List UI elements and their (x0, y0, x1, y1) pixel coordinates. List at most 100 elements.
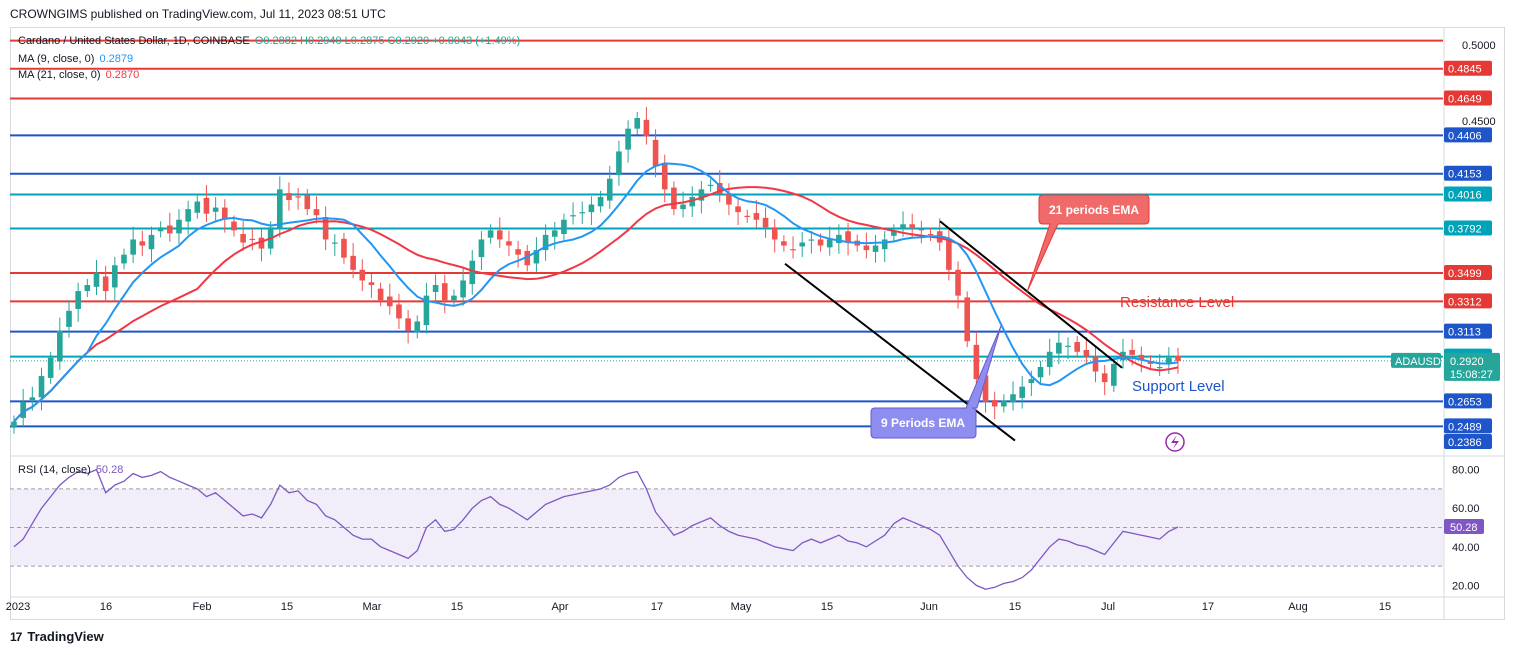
rsi-line (13, 468, 1179, 590)
level-label-9-bg (1444, 323, 1492, 339)
price-tag-2: 0.2386 (1448, 437, 1482, 449)
tradingview-logo-icon: 17 (10, 629, 22, 644)
time-axis-tick-1: 16 (100, 601, 112, 613)
rsi-axis-tick-2: 40.00 (1452, 542, 1480, 554)
candle-body-95 (881, 239, 888, 250)
candle-body-4 (47, 357, 54, 378)
candle-body-97 (900, 224, 906, 229)
ma9-label: MA (9, close, 0) (18, 53, 95, 65)
level-label-6-bg (1444, 220, 1492, 236)
level-label-12-bg (1444, 418, 1492, 434)
candle-body-106 (982, 375, 989, 402)
candle-body-5 (57, 330, 63, 362)
trendline-drawings: Resistance Level Support Level 21 periods … (784, 194, 1234, 452)
rsi-value-tag-bg (1444, 518, 1484, 534)
candle-body-52 (487, 230, 494, 238)
candle-body-69 (643, 119, 650, 137)
candle-body-50 (469, 260, 476, 285)
candle-body-64 (597, 196, 604, 207)
axes: 0.5000 0.4500 80.00 60.00 40.00 20.00 2023 16 Fe… (6, 28, 1505, 620)
ma21-line (13, 186, 1179, 423)
candle-body-34 (322, 217, 329, 240)
level-label-11: 0.2653 (1448, 396, 1482, 408)
candle-body-114 (1056, 342, 1062, 354)
time-axis-tick-8: May (731, 601, 752, 613)
level-label-7-bg (1444, 265, 1492, 281)
ema21-callout-text: 21 periods EMA (1049, 203, 1139, 217)
time-axis-tick-3: 15 (281, 601, 293, 613)
lightning-bolt-icon (1171, 435, 1179, 449)
candlesticks (11, 106, 1181, 434)
level-label-8: 0.3312 (1448, 296, 1482, 308)
time-axis-tick-13: 17 (1202, 601, 1214, 613)
level-label-5: 0.4016 (1448, 190, 1482, 202)
level-label-11-bg (1444, 393, 1492, 409)
candle-body-111 (1028, 379, 1035, 384)
candle-body-85 (790, 249, 796, 251)
time-axis-tick-14: Aug (1288, 601, 1308, 613)
candle-body-123 (1138, 354, 1145, 360)
candle-body-80 (744, 215, 751, 217)
time-axis-tick-15: 15 (1379, 601, 1391, 613)
candle-body-18 (176, 219, 182, 234)
candle-body-30 (286, 193, 292, 200)
time-axis-tick-10: Jun (920, 601, 938, 613)
time-axis-tick-6: Apr (551, 601, 568, 613)
candle-body-82 (762, 217, 769, 228)
candle-body-104 (964, 297, 970, 342)
candle-body-12 (121, 254, 127, 264)
level-label-3: 0.4406 (1448, 130, 1482, 142)
ema21-callout (1026, 194, 1150, 293)
candle-body-24 (231, 221, 237, 231)
candle-body-49 (460, 280, 466, 298)
candle-body-32 (304, 195, 311, 210)
candle-body-89 (826, 239, 833, 248)
candle-body-19 (185, 209, 191, 222)
candle-body-88 (817, 239, 824, 246)
candle-body-27 (258, 237, 265, 249)
candle-body-67 (625, 128, 631, 150)
symbol-title: Cardano / United States Dollar, 1D, COIN… (18, 35, 250, 47)
candle-body-120 (1111, 363, 1117, 386)
candle-body-116 (1074, 342, 1080, 352)
candle-body-93 (863, 245, 870, 251)
lightning-icon (1165, 432, 1185, 452)
ma21-legend: MA (21, close, 0) 0.2870 (18, 69, 139, 81)
candle-body-43 (405, 318, 411, 331)
tradingview-footer[interactable]: 17 TradingView (10, 629, 104, 644)
candle-body-86 (799, 242, 806, 247)
candle-body-115 (1065, 345, 1071, 347)
candle-body-103 (955, 269, 961, 296)
candle-body-21 (203, 197, 210, 214)
candle-body-40 (377, 288, 384, 301)
candle-body-6 (66, 310, 72, 327)
candle-body-35 (331, 242, 338, 244)
rsi-legend: RSI (14, close) 50.28 (18, 464, 123, 476)
price-axis-tick-0: 0.5000 (1462, 40, 1496, 52)
candle-body-127 (1175, 356, 1181, 361)
candle-body-16 (157, 227, 164, 232)
candle-body-38 (359, 269, 366, 281)
ohlc-values: O0.2882 H0.2940 L0.2875 C0.2920 +0.0043 … (254, 35, 521, 47)
time-axis-tick-2: Feb (193, 601, 212, 613)
candle-body-94 (872, 245, 879, 252)
candle-body-58 (542, 234, 549, 251)
chart-frame (10, 27, 1505, 620)
candle-body-47 (441, 283, 448, 301)
candle-body-60 (561, 219, 567, 234)
candle-body-31 (295, 196, 301, 198)
candle-body-122 (1129, 349, 1135, 355)
candle-body-53 (496, 230, 503, 240)
candle-body-87 (808, 239, 815, 241)
candle-body-9 (93, 272, 100, 287)
moving-averages (13, 162, 1179, 423)
candle-body-46 (432, 285, 439, 292)
candle-body-83 (771, 227, 778, 240)
candle-body-42 (396, 304, 402, 319)
rsi-pane (10, 468, 1443, 590)
candle-body-1 (20, 401, 26, 418)
candle-body-70 (652, 139, 659, 167)
price-tag-2-bg (1444, 433, 1492, 449)
candle-body-0 (11, 421, 17, 428)
